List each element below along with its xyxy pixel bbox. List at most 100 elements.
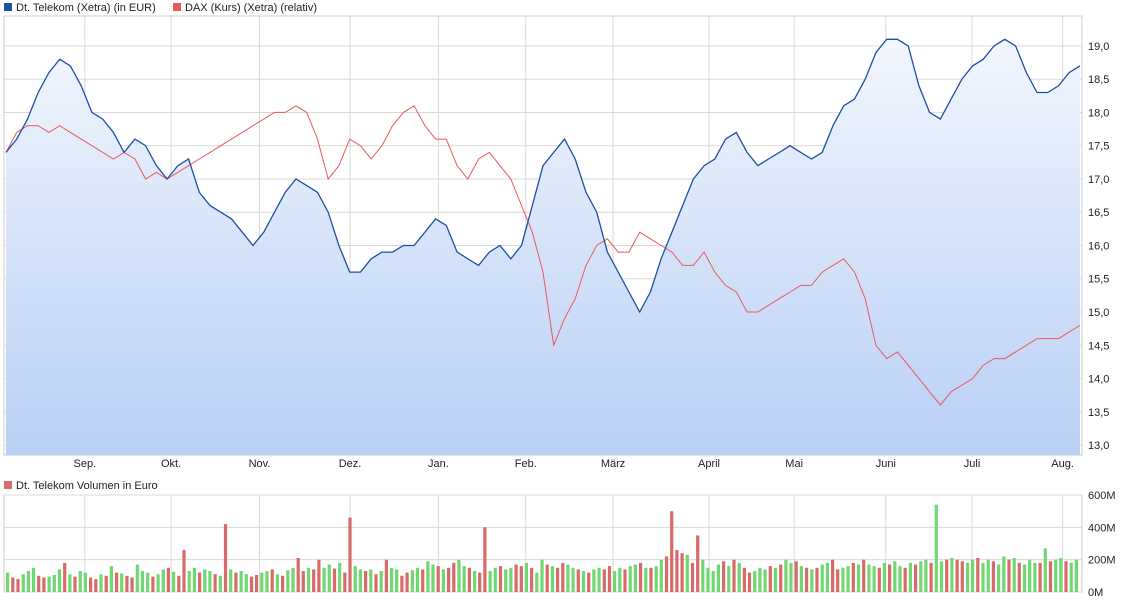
volume-y-tick-label: 200M — [1088, 555, 1116, 567]
volume-bar — [649, 567, 653, 593]
legend-label-dax: DAX (Kurs) (Xetra) (relativ) — [185, 2, 317, 14]
volume-bar — [530, 567, 534, 593]
volume-bar — [172, 571, 176, 592]
volume-bar — [862, 559, 866, 592]
legend-swatch-dax — [173, 3, 181, 11]
volume-bar — [618, 567, 622, 593]
volume-bar — [514, 564, 518, 592]
volume-bar — [545, 564, 549, 592]
volume-bar — [773, 567, 778, 593]
volume-bar — [462, 566, 466, 592]
volume-bar — [654, 566, 658, 592]
volume-bar — [47, 576, 51, 592]
volume-bar — [846, 566, 850, 592]
volume-bar — [213, 574, 217, 592]
volume-bar — [561, 562, 565, 592]
main-y-tick-label: 16,0 — [1088, 240, 1109, 252]
volume-bar — [799, 566, 803, 592]
volume-bar — [498, 566, 503, 592]
volume-bar — [447, 567, 451, 593]
main-y-tick-label: 16,5 — [1088, 207, 1109, 219]
dax-series-line — [5, 105, 1081, 406]
volume-bar — [1028, 559, 1032, 592]
main-x-axis-ticks: Sep. Okt. Nov. Dez. Jan. Feb. März April Mai Juni… — [74, 458, 1074, 470]
main-x-tick-label: Juli — [964, 458, 981, 470]
volume-bar — [945, 559, 949, 592]
volume-bar — [976, 558, 980, 592]
volume-bar — [89, 577, 93, 592]
volume-bar — [727, 566, 731, 592]
volume-bar — [265, 571, 269, 592]
main-x-tick-label: März — [601, 458, 625, 470]
volume-bar — [1012, 558, 1016, 592]
volume-bar — [68, 574, 72, 592]
volume-bar — [291, 567, 295, 593]
volume-bar — [898, 566, 902, 592]
volume-bar — [986, 559, 990, 592]
volume-bar — [94, 579, 98, 592]
volume-bar — [504, 569, 508, 592]
main-y-tick-label: 14,5 — [1088, 340, 1109, 352]
volume-bar — [1048, 561, 1053, 592]
volume-bar — [882, 562, 886, 592]
volume-bar — [317, 559, 321, 592]
main-x-tick-label: April — [698, 458, 720, 470]
volume-bar — [1017, 562, 1021, 592]
legend-label-volume: Dt. Telekom Volumen in Euro — [16, 480, 158, 492]
main-y-tick-label: 14,0 — [1088, 374, 1109, 386]
volume-bar — [690, 562, 695, 592]
volume-bar — [540, 559, 544, 592]
volume-bar — [483, 527, 487, 592]
volume-bar — [997, 564, 1001, 592]
volume-bar — [42, 577, 46, 592]
volume-bar — [914, 564, 918, 592]
volume-bar — [1033, 562, 1037, 592]
volume-bar — [161, 569, 165, 592]
main-y-tick-label: 15,5 — [1088, 274, 1109, 286]
volume-bar — [467, 567, 471, 593]
volume-bar — [270, 569, 274, 592]
volume-bar — [815, 567, 819, 593]
volume-bar — [908, 562, 912, 592]
volume-bar — [115, 572, 119, 592]
volume-bar — [794, 561, 798, 592]
volume-bar — [249, 576, 254, 592]
volume-y-axis-ticks: 0M 200M 400M 600M — [1088, 490, 1116, 599]
telekom-area-fill — [6, 39, 1080, 456]
volume-bar — [659, 559, 663, 592]
volume-bar — [473, 571, 477, 592]
volume-bar — [789, 562, 793, 592]
volume-bar — [182, 550, 186, 592]
volume-bar — [571, 567, 575, 593]
volume-bar — [436, 566, 440, 592]
volume-bar — [1069, 562, 1073, 592]
volume-bar — [556, 567, 560, 593]
volume-bar — [971, 559, 975, 592]
volume-bar — [156, 574, 160, 592]
volume-bar — [602, 569, 606, 592]
volume-bar — [831, 559, 835, 592]
volume-bar — [934, 504, 938, 592]
volume-bar — [592, 569, 596, 592]
volume-bar — [275, 574, 279, 592]
legend-swatch-telekom — [4, 3, 12, 11]
volume-bar — [509, 567, 513, 593]
main-y-tick-label: 17,0 — [1088, 174, 1109, 186]
volume-bar — [607, 566, 612, 592]
volume-bar — [421, 569, 425, 592]
volume-bar — [939, 561, 944, 592]
volume-bar — [737, 562, 741, 592]
volume-bar — [701, 559, 705, 592]
volume-bar — [768, 566, 772, 592]
volume-bar — [664, 556, 669, 592]
main-y-tick-label: 13,5 — [1088, 407, 1109, 419]
main-x-tick-label: Nov. — [249, 458, 271, 470]
volume-bar — [223, 524, 228, 592]
main-x-tick-label: Dez. — [339, 458, 362, 470]
volume-bar — [369, 569, 373, 592]
volume-bar — [493, 567, 497, 593]
volume-bar — [696, 535, 700, 592]
volume-bar — [623, 569, 627, 592]
volume-bar — [675, 550, 679, 592]
